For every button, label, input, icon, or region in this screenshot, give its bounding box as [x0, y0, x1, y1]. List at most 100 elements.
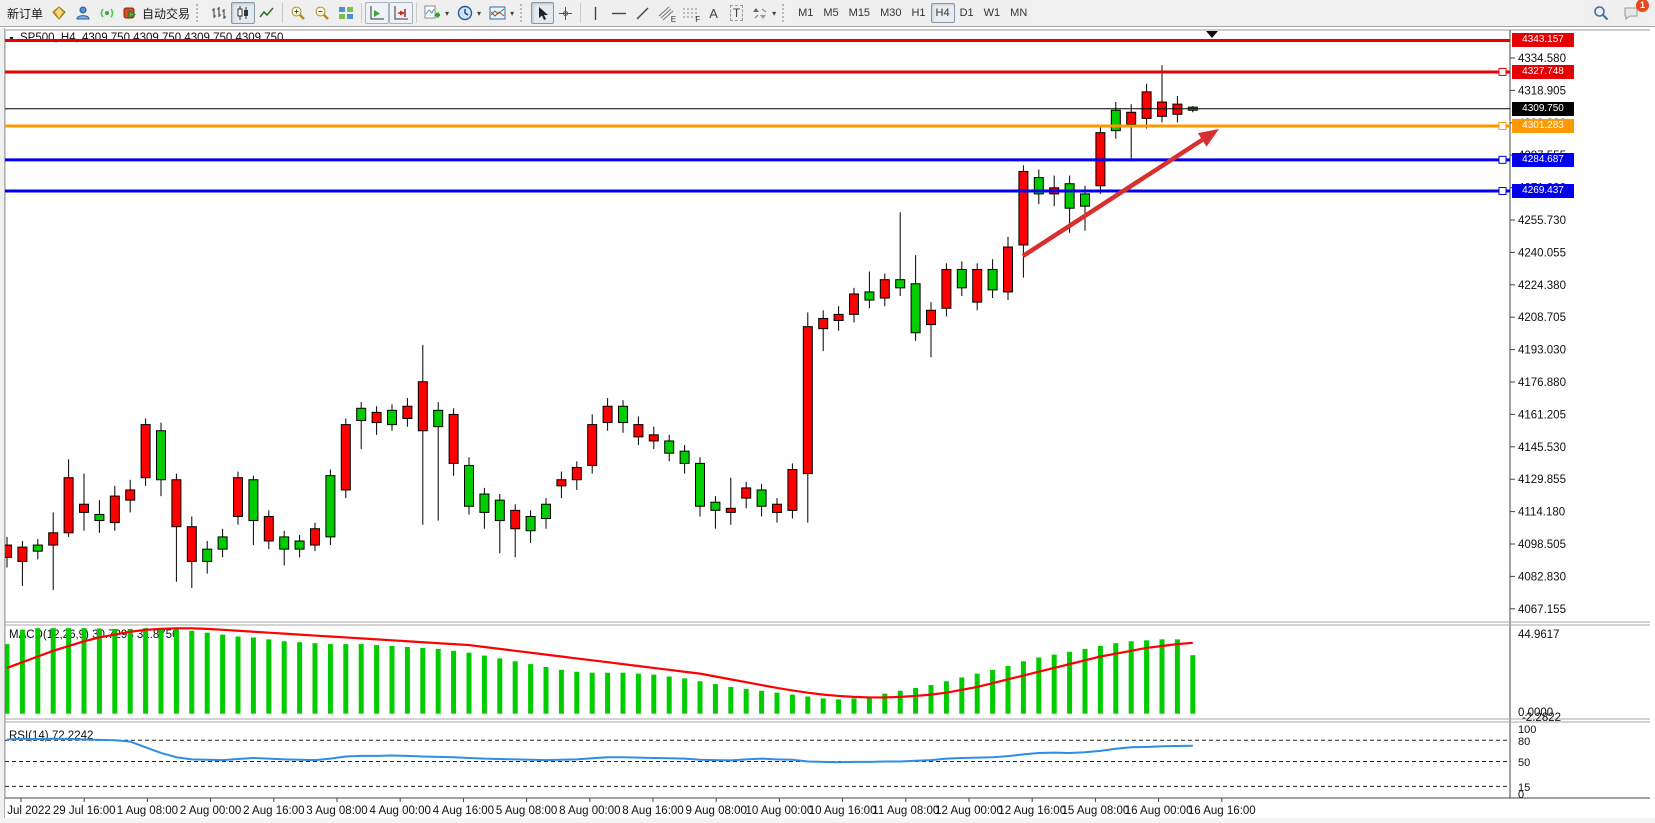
candle — [356, 407, 367, 422]
bar-chart-button[interactable] — [207, 2, 232, 24]
macd-histogram-bar — [728, 686, 734, 714]
line-chart-button[interactable] — [255, 2, 280, 24]
text-tool-button[interactable]: A — [702, 2, 726, 24]
macd-histogram-bar — [666, 676, 672, 714]
tf-h4-button[interactable]: H4 — [930, 3, 955, 23]
vertical-line-tool-button[interactable] — [584, 2, 608, 24]
macd-histogram-bar — [1128, 641, 1134, 714]
candle — [325, 475, 336, 538]
tf-m1-button[interactable]: M1 — [793, 3, 819, 23]
macd-histogram-bar — [990, 669, 996, 714]
y-axis-label: 4208.705 — [1518, 312, 1566, 324]
macd-histogram-bar — [943, 681, 949, 714]
periods-button[interactable]: ▾ — [453, 2, 486, 24]
tf-m30-button[interactable]: M30 — [875, 3, 907, 23]
candle — [710, 501, 721, 511]
y-axis-label: 4098.505 — [1518, 539, 1566, 551]
line-handle[interactable] — [1498, 67, 1507, 76]
x-axis-label: 11 Aug 08:00 — [872, 805, 939, 817]
candle — [48, 532, 59, 546]
y-axis-label: 4193.030 — [1518, 345, 1566, 357]
tile-windows-button[interactable] — [334, 2, 359, 24]
candle — [448, 413, 459, 464]
trendline-tool-button[interactable] — [631, 2, 655, 24]
candlestick-chart-button[interactable] — [231, 2, 256, 24]
candle — [571, 466, 582, 481]
zoom-in-button[interactable] — [286, 2, 311, 24]
label-tool-button[interactable]: T — [725, 2, 749, 24]
add-indicator-button[interactable]: ▾ — [420, 2, 454, 24]
macd-histogram-bar — [266, 639, 272, 714]
macd-histogram-bar — [620, 672, 626, 714]
candle — [1018, 170, 1029, 246]
fibo-glyph: F — [695, 15, 701, 24]
channel-glyph: E — [670, 15, 677, 24]
candle — [417, 381, 428, 432]
y-axis-label: 4240.055 — [1518, 247, 1566, 259]
rsi-scale-label: 100 — [1518, 724, 1536, 736]
candle — [494, 499, 505, 522]
macd-histogram-bar — [574, 671, 580, 714]
y-axis-label: 4176.880 — [1518, 377, 1566, 389]
new-order-button[interactable]: 新订单 — [3, 2, 48, 24]
macd-histogram-bar — [435, 648, 441, 714]
arrows-tool-button[interactable]: ▾ — [748, 2, 781, 24]
y-axis-label: 4318.905 — [1518, 85, 1566, 97]
trend-arrow-line[interactable] — [1021, 137, 1204, 258]
horizontal-line-tool-button[interactable] — [607, 2, 632, 24]
macd-histogram-bar — [759, 690, 765, 714]
rsi-scale-label: 80 — [1518, 736, 1530, 748]
zoom-in-icon — [291, 6, 305, 20]
tf-mn-button[interactable]: MN — [1005, 3, 1033, 23]
tf-m5-button[interactable]: M5 — [818, 3, 844, 23]
candle — [402, 405, 413, 419]
candle — [186, 526, 197, 562]
macd-histogram-bar — [805, 696, 811, 714]
zoom-out-button[interactable] — [310, 2, 335, 24]
person-icon — [76, 6, 90, 20]
y-axis-label: 4067.155 — [1518, 604, 1566, 616]
channel-tool-button[interactable]: E — [654, 2, 679, 24]
chart-properties-button[interactable]: ▾ — [485, 2, 519, 24]
tf-w1-button[interactable]: W1 — [978, 3, 1006, 23]
macd-histogram-bar — [112, 628, 118, 714]
candle — [879, 279, 890, 299]
line-handle[interactable] — [1498, 155, 1507, 164]
cursor-tool-button[interactable] — [531, 2, 555, 24]
notifications-button[interactable]: 1 — [1619, 0, 1649, 24]
fibonacci-tool-button[interactable]: F — [678, 2, 703, 24]
trend-arrow-head[interactable] — [1197, 129, 1219, 147]
tf-h1-button[interactable]: H1 — [906, 3, 931, 23]
window-left-gutter — [0, 28, 5, 823]
macd-histogram-bar — [204, 632, 210, 714]
macd-histogram-bar — [697, 681, 703, 714]
macd-histogram-bar — [389, 646, 395, 714]
cursor-icon — [538, 6, 548, 20]
candle — [1172, 103, 1183, 115]
signal-icon — [100, 8, 114, 18]
signals-button[interactable] — [95, 2, 120, 24]
line-handle[interactable] — [1498, 186, 1507, 195]
search-button[interactable] — [1589, 2, 1613, 24]
market-button[interactable] — [47, 2, 72, 24]
tf-m15-button[interactable]: M15 — [843, 3, 876, 23]
line-handle[interactable] — [1498, 121, 1507, 130]
chart-shift-button[interactable] — [389, 2, 414, 24]
candle — [1141, 91, 1152, 119]
y-axis-label: 4129.855 — [1518, 474, 1566, 486]
autotrading-button[interactable]: 自动交易 — [119, 2, 195, 24]
candle — [679, 450, 690, 464]
candle — [741, 487, 752, 499]
auto-scroll-button[interactable] — [365, 2, 390, 24]
macd-histogram-bar — [374, 645, 380, 714]
tf-d1-button[interactable]: D1 — [954, 3, 979, 23]
macd-histogram-bar — [512, 661, 518, 714]
macd-pane: 44.9617 0.0000-2.2822 — [4, 627, 1561, 724]
community-button[interactable] — [71, 2, 96, 24]
x-axis-label: 9 Aug 08:00 — [685, 805, 746, 817]
macd-histogram-bar — [635, 673, 641, 714]
candle — [340, 424, 351, 491]
macd-histogram-bar — [789, 694, 795, 714]
crosshair-tool-button[interactable] — [554, 2, 578, 24]
